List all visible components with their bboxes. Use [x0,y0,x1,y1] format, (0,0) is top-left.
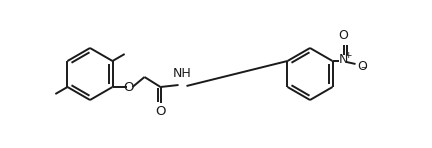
Text: O: O [123,81,134,94]
Text: O: O [358,59,367,73]
Text: O: O [339,29,349,42]
Text: N: N [339,53,348,66]
Text: NH: NH [173,67,192,80]
Text: −: − [360,63,367,73]
Text: O: O [155,105,166,118]
Text: +: + [344,50,351,59]
